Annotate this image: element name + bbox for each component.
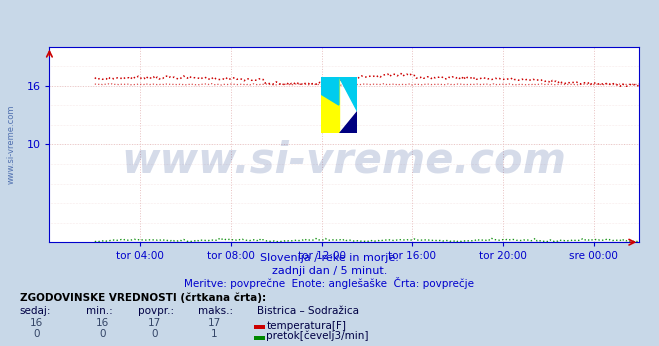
Text: Meritve: povprečne  Enote: anglešaške  Črta: povprečje: Meritve: povprečne Enote: anglešaške Črt… (185, 277, 474, 289)
Polygon shape (321, 78, 339, 105)
Text: pretok[čevelj3/min]: pretok[čevelj3/min] (266, 331, 369, 342)
Text: zadnji dan / 5 minut.: zadnji dan / 5 minut. (272, 266, 387, 276)
Text: 0: 0 (33, 329, 40, 339)
Text: povpr.:: povpr.: (138, 306, 175, 316)
Text: temperatura[F]: temperatura[F] (266, 321, 347, 331)
Text: 16: 16 (30, 318, 43, 328)
Text: 17: 17 (148, 318, 161, 328)
Text: maks.:: maks.: (198, 306, 233, 316)
Text: 0: 0 (152, 329, 158, 339)
Text: www.si-vreme.com: www.si-vreme.com (7, 105, 16, 184)
Text: min.:: min.: (86, 306, 113, 316)
Text: sedaj:: sedaj: (20, 306, 51, 316)
Text: www.si-vreme.com: www.si-vreme.com (122, 139, 567, 181)
Text: 17: 17 (208, 318, 221, 328)
Polygon shape (339, 78, 357, 111)
Bar (321, 78, 339, 133)
Polygon shape (339, 111, 357, 133)
Text: ZGODOVINSKE VREDNOSTI (črtkana črta):: ZGODOVINSKE VREDNOSTI (črtkana črta): (20, 292, 266, 303)
Text: Bistrica – Sodražica: Bistrica – Sodražica (257, 306, 359, 316)
Text: Slovenija / reke in morje.: Slovenija / reke in morje. (260, 253, 399, 263)
Text: 16: 16 (96, 318, 109, 328)
Text: 0: 0 (99, 329, 105, 339)
Text: 1: 1 (211, 329, 217, 339)
